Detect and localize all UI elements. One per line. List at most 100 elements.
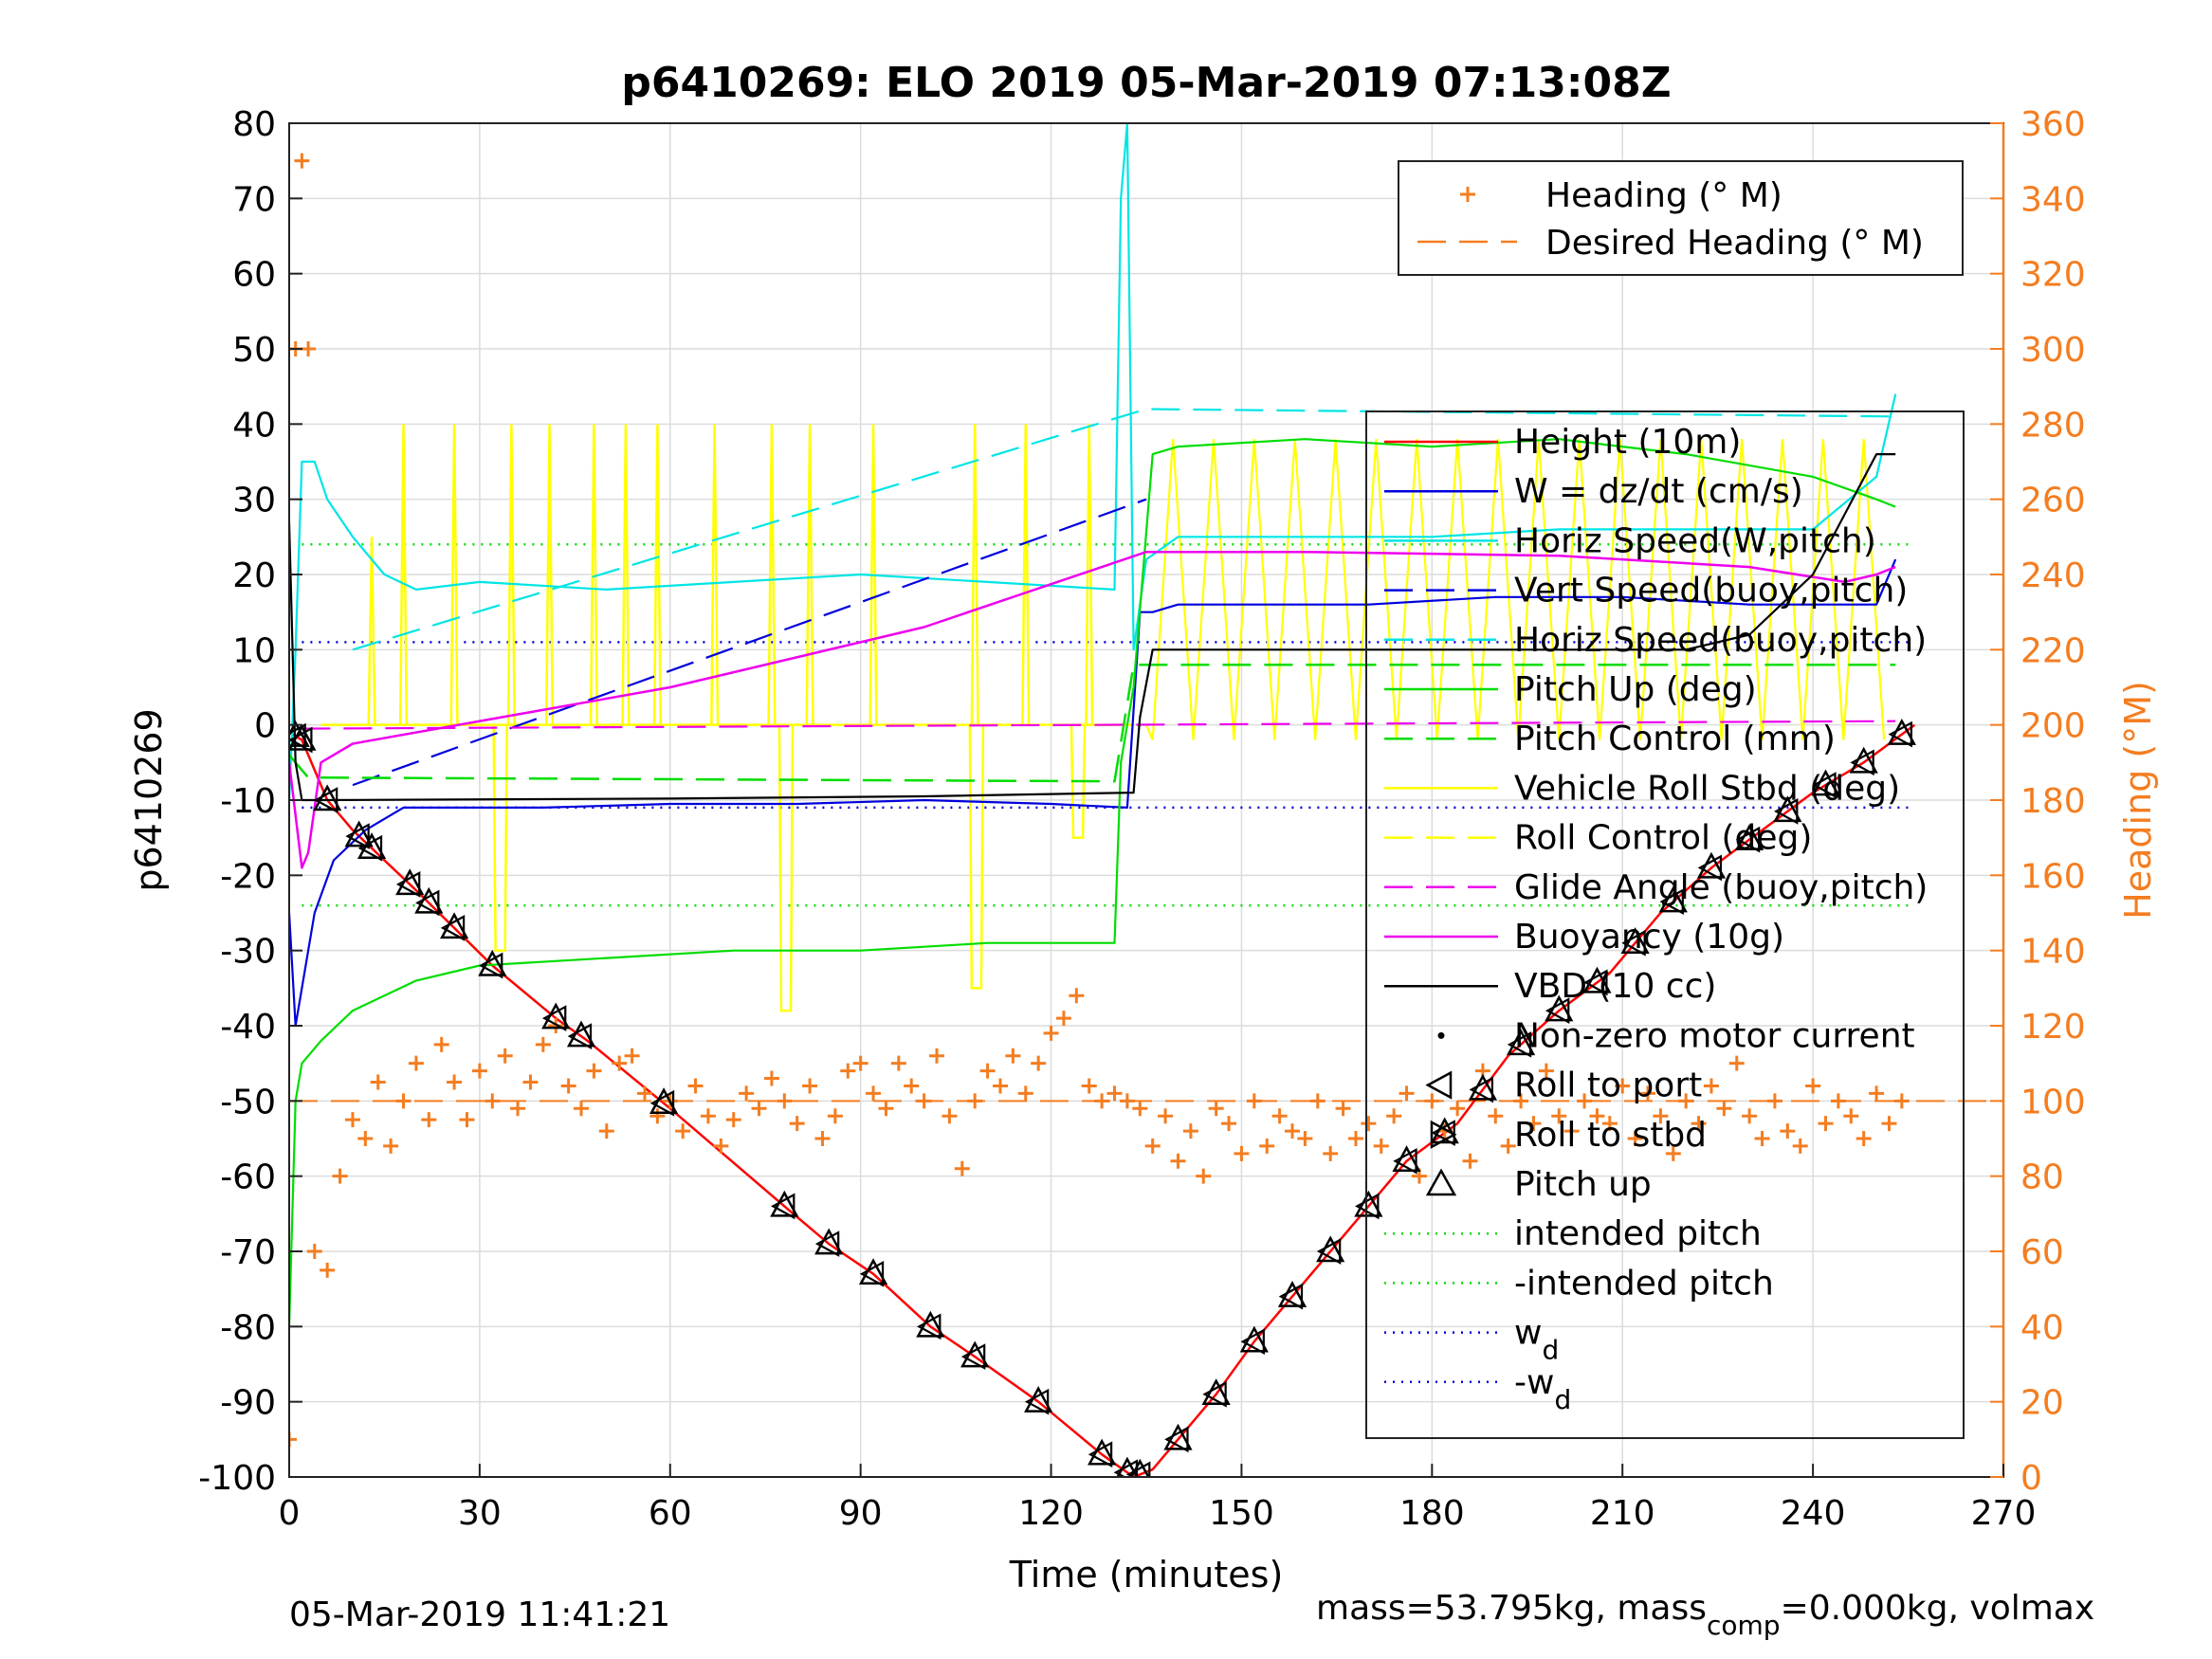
x-tick-label: 0: [279, 1494, 301, 1533]
roll-marker: [1202, 1380, 1227, 1408]
y-right-tick-label: 240: [2020, 556, 2086, 595]
heading-point: [751, 1101, 767, 1117]
heading-point: [1488, 1108, 1504, 1124]
heading-point: [675, 1123, 691, 1139]
roll-marker: [1126, 1461, 1151, 1477]
series-line: [289, 663, 1896, 783]
roll-marker: [1545, 997, 1570, 1024]
y-tick-label: 40: [232, 406, 276, 445]
heading-point: [700, 1108, 716, 1124]
heading-point: [1691, 1116, 1707, 1132]
roll-spike: [621, 424, 631, 725]
heading-point: [1170, 1153, 1186, 1169]
y-tick-label: 20: [232, 556, 276, 595]
y-right-tick-label: 180: [2020, 782, 2086, 821]
x-tick-label: 90: [839, 1494, 883, 1533]
plot-area: [289, 123, 2003, 1477]
heading-point: [1830, 1093, 1846, 1109]
heading-point: [1297, 1131, 1313, 1146]
ticks: 0 30 60 90 120 150 180 210 240 270-100-90-80-70-6…: [198, 105, 2085, 1533]
roll-spike: [767, 424, 777, 725]
heading-point: [1132, 1101, 1148, 1117]
heading-point: [852, 1055, 868, 1071]
heading-point: [1728, 1055, 1745, 1071]
legend-swatch: [1425, 1168, 1457, 1196]
heading-point: [522, 1074, 539, 1090]
heading-point: [1665, 1145, 1681, 1161]
heading-point: [294, 153, 310, 169]
series-line: [289, 123, 1897, 801]
heading-point: [941, 1108, 958, 1124]
y-right-tick-label: 140: [2020, 933, 2086, 972]
y-right-tick-label: 340: [2020, 180, 2086, 219]
heading-point: [1754, 1131, 1770, 1146]
y-tick-label: 30: [232, 482, 276, 520]
y-axis-label-right: Heading (°M): [2117, 681, 2159, 920]
heading-point: [301, 341, 317, 356]
series-line: [289, 723, 1916, 1477]
roll-marker: [345, 823, 370, 849]
y-tick-label: -40: [220, 1008, 276, 1047]
y-right-tick-label: 300: [2020, 331, 2086, 370]
roll-dip: [777, 724, 795, 1012]
y-right-tick-label: 0: [2020, 1459, 2042, 1498]
y-tick-label: -70: [220, 1233, 276, 1272]
legend-label: Vehicle Roll Stbd (deg): [1514, 769, 1900, 808]
y-right-tick-label: 80: [2020, 1158, 2064, 1197]
y-right-tick-label: 40: [2020, 1308, 2064, 1347]
roll-marker: [771, 1193, 795, 1220]
y-right-tick-label: 360: [2020, 105, 2086, 144]
roll-marker: [415, 889, 440, 917]
x-tick-label: 270: [1971, 1494, 2037, 1533]
heading-point: [433, 1036, 449, 1052]
y-right-tick-label: 120: [2020, 1008, 2086, 1047]
x-tick-label: 210: [1590, 1494, 1655, 1533]
roll-marker: [1316, 1238, 1342, 1265]
heading-point: [1615, 1078, 1631, 1094]
heading-point: [840, 1063, 856, 1079]
roll-marker: [1278, 1283, 1304, 1310]
heading-point: [1678, 1093, 1694, 1109]
heading-point: [1031, 1055, 1047, 1071]
heading-point: [624, 1048, 640, 1064]
roll-spike: [652, 424, 662, 725]
heading-point: [497, 1048, 513, 1064]
roll-marker: [814, 1231, 840, 1257]
heading-point: [289, 1431, 297, 1448]
heading-point: [1361, 1116, 1377, 1132]
heading-point: [598, 1123, 614, 1139]
legend-label: Non-zero motor current: [1514, 1016, 1915, 1055]
heading-point: [408, 1055, 424, 1071]
heading-point: [1069, 988, 1085, 1004]
legend-label: Horiz Speed(buoy,pitch): [1514, 621, 1927, 660]
series-line: [352, 408, 1896, 651]
y-right-tick-label: 200: [2020, 707, 2086, 746]
roll-marker: [1507, 1030, 1532, 1058]
heading-point: [1323, 1145, 1339, 1161]
roll-marker: [1888, 720, 1912, 748]
heading-point: [713, 1138, 729, 1154]
heading-point: [1144, 1138, 1161, 1154]
roll-marker: [395, 871, 421, 898]
y-tick-label: 80: [232, 105, 276, 144]
legend-swatch: [1430, 1120, 1457, 1149]
y-tick-label: -20: [220, 857, 276, 896]
heading-point: [332, 1168, 348, 1184]
roll-spike: [367, 537, 376, 725]
heading-point: [1703, 1078, 1719, 1094]
roll-marker: [1774, 798, 1799, 825]
heading-point: [1386, 1108, 1402, 1124]
heading-point: [370, 1074, 386, 1090]
heading-point: [979, 1063, 996, 1079]
x-tick-label: 180: [1399, 1494, 1465, 1533]
y-axis-label: p6410269: [128, 708, 170, 891]
heading-point: [1589, 1108, 1605, 1124]
y-tick-label: 60: [232, 256, 276, 295]
heading-point: [535, 1036, 551, 1052]
legend-label: -intended pitch: [1514, 1264, 1774, 1303]
heading-point: [484, 1093, 501, 1109]
heading-point: [904, 1078, 920, 1094]
heading-point: [471, 1063, 487, 1079]
heading-point: [1653, 1108, 1669, 1124]
